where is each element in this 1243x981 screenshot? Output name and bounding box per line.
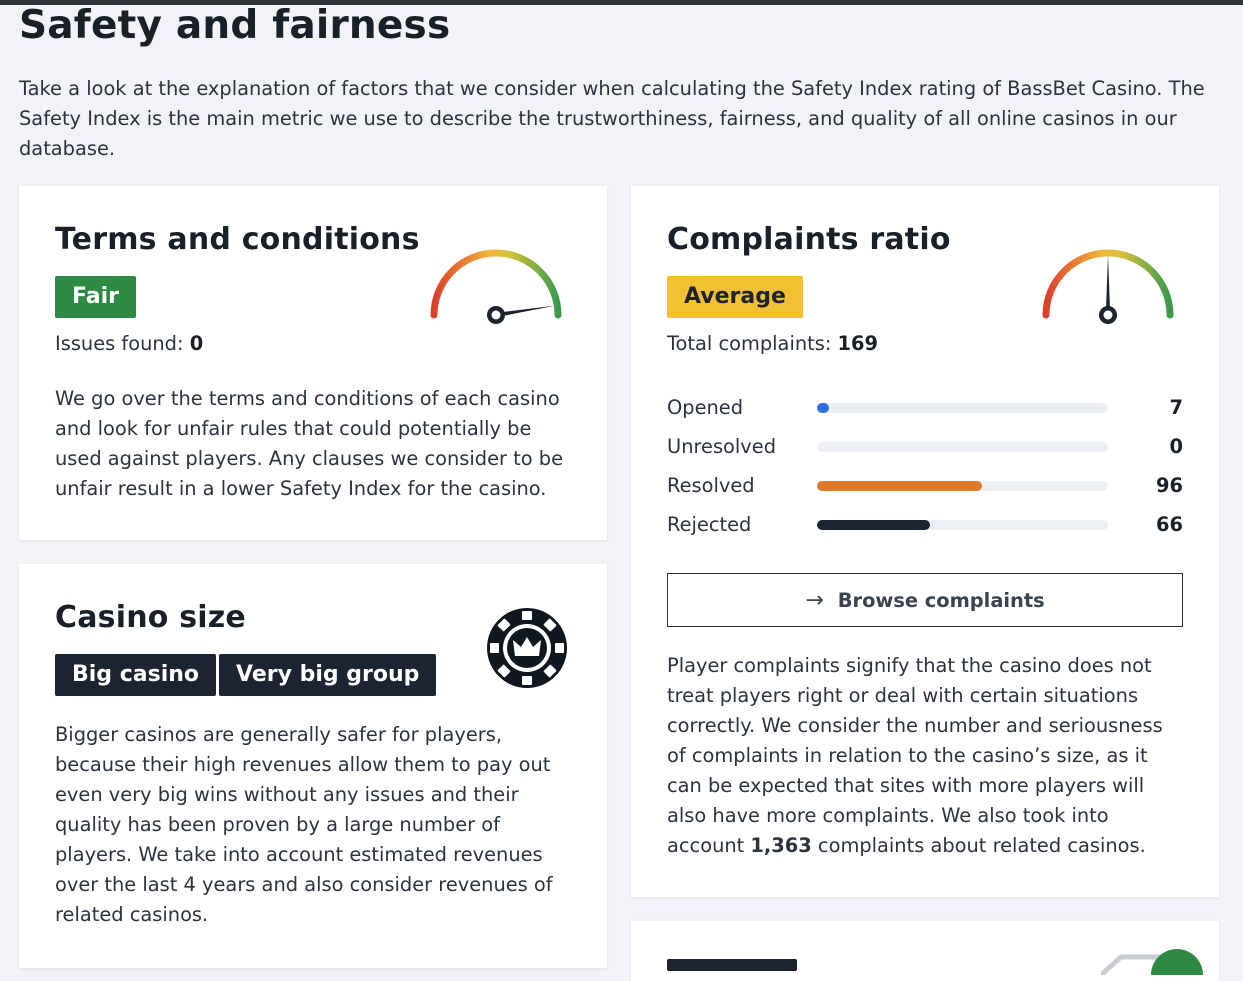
- terms-title: Terms and conditions: [55, 222, 420, 257]
- complaint-row-label: Opened: [667, 396, 744, 419]
- complaints-description-tail: complaints about related casinos.: [811, 834, 1146, 857]
- terms-rating-badge: Fair: [55, 276, 136, 318]
- complaint-bar-track: [817, 481, 1108, 491]
- complaint-bar-track: [817, 520, 1108, 530]
- issues-found: Issues found: 0: [55, 332, 203, 355]
- complaint-row-value: 0: [1169, 435, 1184, 458]
- complaint-row-label: Unresolved: [667, 435, 777, 458]
- group-size-badge: Very big group: [219, 654, 437, 696]
- issues-value: 0: [189, 332, 204, 355]
- complaint-row-value: 66: [1156, 513, 1183, 536]
- complaint-bar-fill: [817, 481, 983, 491]
- terms-gauge: [430, 249, 562, 324]
- complaint-row-unresolved: Unresolved 0: [667, 432, 1183, 462]
- complaint-row-label: Rejected: [667, 513, 752, 536]
- complaint-row-opened: Opened 7: [667, 393, 1183, 423]
- arrow-right-icon: →: [805, 587, 824, 613]
- browse-complaints-button[interactable]: → Browse complaints: [667, 573, 1183, 627]
- terms-description: We go over the terms and conditions of e…: [55, 387, 564, 500]
- multiplier-icon: [1101, 949, 1203, 975]
- complaint-bar-fill: [817, 403, 829, 413]
- complaint-bar-track: [817, 442, 1108, 452]
- big-casino-badge: Big casino: [55, 654, 217, 696]
- browse-complaints-label: Browse complaints: [837, 588, 1045, 612]
- gauge-needle: [1105, 255, 1111, 315]
- complaint-row-value: 7: [1169, 396, 1184, 419]
- complaint-row-value: 96: [1156, 474, 1183, 497]
- gauge-hub-center: [1103, 310, 1113, 320]
- total-complaints-label: Total complaints:: [667, 332, 838, 355]
- next-card: [631, 921, 1219, 981]
- casino-size-title: Casino size: [55, 600, 246, 635]
- complaint-bar-fill: [817, 520, 931, 530]
- casino-size-description: Bigger casinos are generally safer for p…: [55, 723, 553, 926]
- terms-card: Terms and conditions Fair Issues found: …: [19, 186, 607, 540]
- complaints-description-text: Player complaints signify that the casin…: [667, 654, 1163, 857]
- gauge-needle: [495, 305, 556, 318]
- gauge-arc: [1042, 249, 1174, 319]
- complaints-description: Player complaints signify that the casin…: [667, 651, 1183, 861]
- next-card-title-fragment: [667, 959, 797, 971]
- page-title: Safety and fairness: [19, 3, 451, 48]
- intro-text: Take a look at the explanation of factor…: [19, 77, 1205, 160]
- complaints-rating-badge: Average: [667, 276, 803, 318]
- casino-chip-crown-icon: [487, 608, 567, 688]
- casino-size-card: Casino size Big casino Very big group Bi…: [19, 564, 607, 968]
- complaint-row-label: Resolved: [667, 474, 755, 497]
- complaint-row-rejected: Rejected 66: [667, 510, 1183, 540]
- complaint-bar-track: [817, 403, 1108, 413]
- total-complaints: Total complaints: 169: [667, 332, 878, 355]
- gauge-arc: [430, 249, 562, 319]
- total-complaints-value: 169: [837, 332, 879, 355]
- complaints-card: Complaints ratio Average Total complaint…: [631, 186, 1219, 897]
- complaint-row-resolved: Resolved 96: [667, 471, 1183, 501]
- related-complaints-count: 1,363: [750, 834, 812, 857]
- complaints-title: Complaints ratio: [667, 222, 951, 257]
- top-bar: [0, 0, 1243, 5]
- issues-label: Issues found:: [55, 332, 190, 355]
- complaints-gauge: [1042, 249, 1174, 324]
- gauge-hub-center: [491, 310, 501, 320]
